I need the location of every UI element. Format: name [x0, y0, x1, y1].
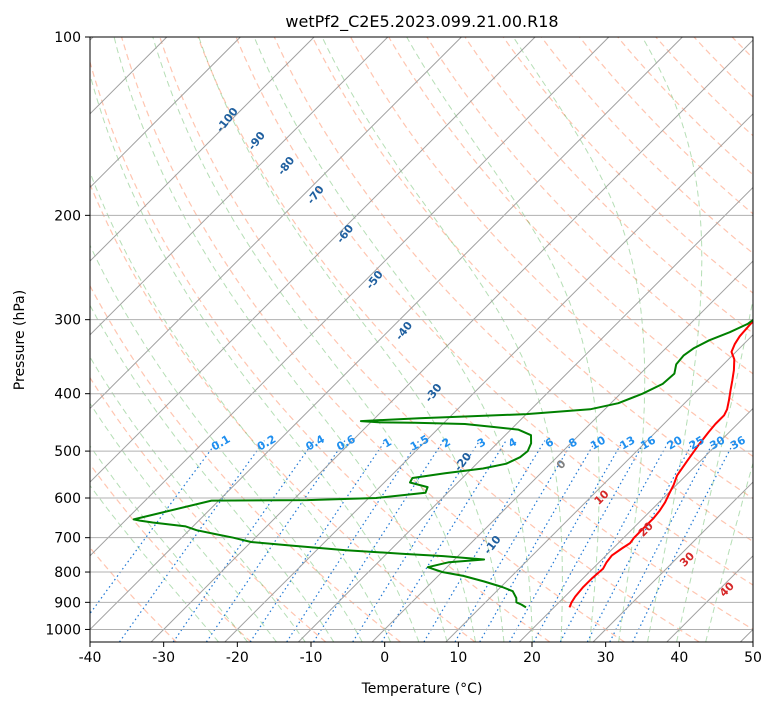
moist-adiabat-line — [641, 37, 703, 642]
mixing-ratio-line — [533, 440, 646, 642]
plot-frame — [89, 36, 754, 643]
dry-adiabat-line — [90, 463, 252, 642]
mixing-ratio-line — [586, 440, 695, 642]
dry-adiabat-line — [121, 37, 625, 642]
x-tick-label: 10 — [449, 650, 467, 666]
x-tick-label: -40 — [79, 650, 102, 666]
plot-area: -100-90-80-70-60-50-40-30-20-100.1 0.2 0.4… — [90, 37, 753, 642]
moist-adiabat-line — [321, 37, 563, 642]
isotherm-line — [90, 37, 241, 189]
isotherm-line — [90, 37, 610, 557]
isotherm-line — [519, 407, 753, 642]
isotherm-line — [445, 334, 753, 642]
dry-adiabat-line — [388, 37, 753, 416]
moist-adiabat-line — [90, 304, 335, 642]
y-tick-label: 200 — [54, 208, 81, 224]
isotherm-line — [90, 37, 536, 483]
isotherm-line — [90, 37, 683, 631]
dry-adiabat-line — [311, 37, 753, 500]
y-tick-label: 600 — [54, 491, 81, 507]
isotherm-line — [224, 113, 753, 642]
moist-adiabat-line — [253, 37, 533, 642]
moist-adiabat-line — [90, 445, 248, 642]
x-tick-label: 20 — [523, 650, 541, 666]
dry-adiabat-line — [235, 37, 753, 586]
moist-adiabat-line — [406, 37, 600, 642]
dewpoint-profile-line — [132, 318, 753, 609]
mixing-ratio-line — [286, 440, 420, 642]
moist-adiabat-line — [705, 461, 753, 642]
x-tick-label: -10 — [300, 650, 323, 666]
x-tick-label: -20 — [226, 650, 249, 666]
moist-adiabat-line — [90, 402, 277, 642]
dry-adiabat-line — [617, 37, 753, 176]
dry-adiabat-line — [502, 37, 753, 294]
dry-adiabat-line — [579, 37, 753, 215]
moist-adiabat-line — [90, 484, 219, 642]
moist-adiabat-line — [90, 72, 420, 642]
mixing-ratio-line — [381, 440, 507, 642]
mixing-ratio-line — [119, 440, 265, 642]
moist-adiabat-line — [113, 37, 448, 642]
mixing-ratio-line — [352, 440, 481, 642]
dry-adiabat-line — [159, 37, 700, 642]
y-tick-label: 1000 — [45, 622, 81, 638]
chart-title: wetPf2_C2E5.2023.099.21.00.R18 — [285, 12, 558, 32]
mixing-ratio-line — [632, 440, 736, 642]
x-tick-label: 40 — [670, 650, 688, 666]
isotherm-line — [90, 37, 315, 262]
y-tick-label: 700 — [54, 531, 81, 547]
moist-adiabat-line — [90, 171, 391, 642]
isotherm-line — [90, 37, 389, 336]
isotherm-line — [371, 260, 753, 642]
x-tick-label: 30 — [597, 650, 615, 666]
y-tick-label: 100 — [54, 30, 81, 46]
dry-adiabat-line — [90, 59, 551, 642]
moist-adiabat-line — [152, 37, 476, 642]
y-tick-label: 500 — [54, 444, 81, 460]
y-tick-label: 300 — [54, 313, 81, 329]
mixing-ratio-line — [454, 440, 574, 642]
mixing-ratio-line — [609, 440, 715, 642]
x-tick-label: 0 — [380, 650, 389, 666]
moist-adiabat-line — [90, 244, 363, 642]
dry-adiabat-line — [90, 284, 401, 642]
axes: -40 -30 -20 -10 0 10 20 30 40 50 100 200 300 400 500 60… — [45, 30, 762, 666]
isotherm-line — [90, 37, 462, 410]
mixing-ratio-line — [509, 440, 624, 642]
x-tick-label: 50 — [744, 650, 762, 666]
y-tick-label: 900 — [54, 595, 81, 611]
moist-adiabat-line — [512, 37, 646, 642]
y-tick-label: 800 — [54, 565, 81, 581]
dry-adiabat-line — [464, 37, 753, 334]
x-tick-label: -30 — [152, 650, 175, 666]
isotherm-line — [592, 481, 753, 642]
y-tick-label: 400 — [54, 387, 81, 403]
dry-adiabat-line — [197, 37, 753, 631]
mixing-ratio-line — [479, 440, 597, 642]
temperature-profile-line — [568, 320, 753, 608]
x-axis-label: Temperature (°C) — [361, 681, 483, 697]
mixing-ratio-line — [559, 440, 670, 642]
moist-adiabat-line — [90, 356, 306, 642]
moist-adiabat-line — [198, 37, 505, 642]
moist-adiabat-line — [676, 296, 753, 642]
mixing-ratio-line — [172, 440, 315, 642]
y-axis-label: Pressure (hPa) — [12, 290, 28, 390]
isotherm-line — [298, 186, 753, 642]
